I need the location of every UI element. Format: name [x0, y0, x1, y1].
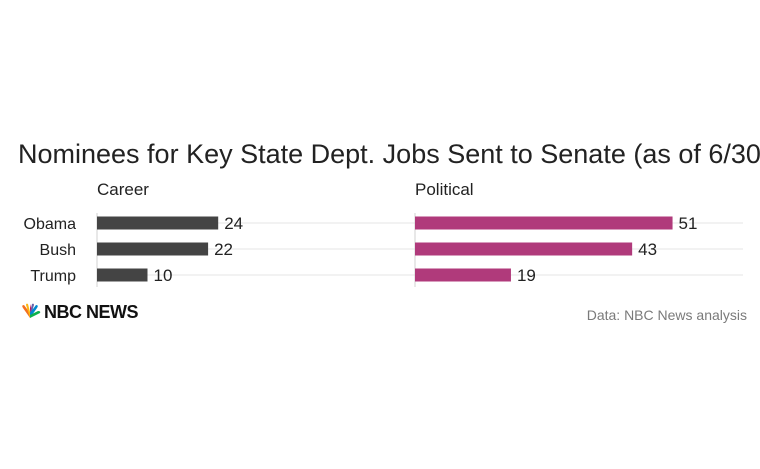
chart-title: Nominees for Key State Dept. Jobs Sent t… [18, 139, 760, 169]
value-label-career-trump: 10 [154, 266, 173, 285]
bar-political-obama [415, 216, 673, 230]
panel-label-career: Career [97, 180, 149, 199]
bar-career-obama [97, 216, 219, 230]
value-label-political-obama: 51 [679, 214, 698, 233]
category-label-obama: Obama [24, 216, 77, 233]
bar-political-trump [415, 268, 511, 282]
value-label-career-bush: 22 [214, 240, 233, 259]
source-note: Data: NBC News analysis [587, 307, 747, 323]
logo-brand-text: NBC NEWS [44, 302, 138, 322]
bar-career-bush [97, 242, 209, 256]
bar-career-trump [97, 268, 148, 282]
category-label-trump: Trump [30, 268, 76, 285]
value-label-political-trump: 19 [517, 266, 536, 285]
bar-political-bush [415, 242, 633, 256]
value-label-career-obama: 24 [224, 214, 243, 233]
category-label-bush: Bush [40, 242, 76, 259]
value-label-political-bush: 43 [638, 240, 657, 259]
panel-label-political: Political [415, 180, 474, 199]
nbc-news-logo: NBC NEWS [22, 302, 139, 322]
peacock-icon [22, 303, 41, 318]
chart-panels: Career 24 22 10 Political 51 43 19 Obama Bush Trum… [24, 180, 743, 287]
